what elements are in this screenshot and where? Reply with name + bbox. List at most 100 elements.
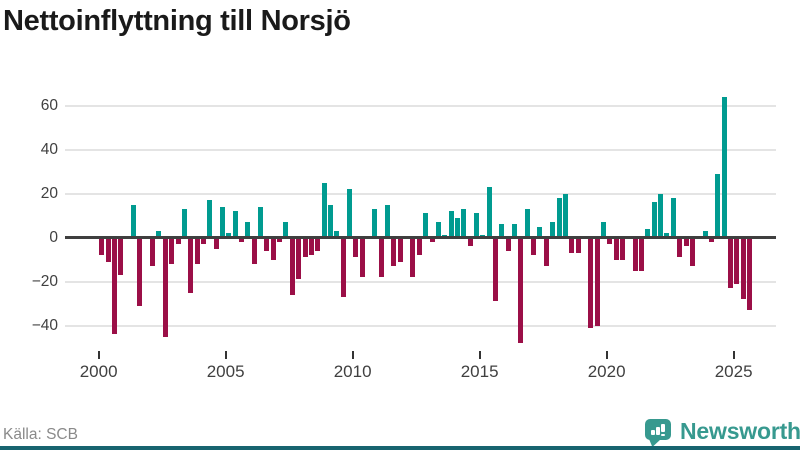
- bar-2014-q2: [461, 208, 467, 238]
- bar-2016-q1: [505, 237, 511, 251]
- bar-2020-q3: [620, 237, 625, 260]
- y-tick-label: 60: [40, 96, 58, 114]
- x-tick-2005: [224, 351, 227, 359]
- brand-name: Newsworthy: [680, 418, 800, 444]
- bar-2014-q3: [467, 237, 473, 247]
- bar-2022-q1: [658, 193, 664, 238]
- bar-2018-q3: [569, 237, 575, 253]
- bar-2023-q1: [683, 237, 689, 247]
- bar-2018-q4: [575, 237, 581, 253]
- bar-2005-q3: [239, 237, 244, 242]
- bar-2010-q2: [359, 237, 365, 278]
- bar-2019-q2: [588, 237, 594, 328]
- bar-2014-q4: [473, 213, 479, 238]
- logo-exclamation-bar: [661, 423, 665, 432]
- bar-2016-q3: [518, 237, 524, 344]
- bar-2008-q4: [321, 182, 327, 238]
- y-tick-label: 0: [49, 228, 58, 246]
- bar-2012-q2: [410, 237, 416, 278]
- bar-2005-q4: [245, 222, 251, 238]
- bar-2024-q3: [721, 96, 727, 238]
- bar-2006-q4: [270, 237, 276, 260]
- bar-2020-q1: [607, 237, 613, 245]
- bar-2023-q4: [702, 230, 708, 238]
- bar-2004-q3: [213, 237, 219, 249]
- bar-2020-q2: [613, 237, 619, 260]
- gridline-y-40: [65, 324, 776, 327]
- speech-bubble-tail: [649, 439, 661, 447]
- bar-2002-q4: [169, 237, 175, 264]
- x-tick-2015: [478, 351, 481, 359]
- x-tick-label-2010: 2010: [333, 362, 372, 381]
- bar-2010-q4: [372, 208, 378, 238]
- y-tick-label: −20: [31, 272, 58, 290]
- x-tick-2000: [97, 351, 100, 359]
- bar-2015-q3: [493, 237, 498, 302]
- bar-2001-q3: [137, 237, 143, 306]
- bar-2004-q2: [207, 200, 213, 238]
- gridline-y60: [65, 104, 776, 107]
- bar-2017-q3: [543, 237, 549, 267]
- y-tick-label: 20: [40, 184, 58, 202]
- logo-chart-bar-small: [651, 430, 655, 435]
- bar-2008-q3: [315, 237, 321, 251]
- x-tick-2020: [605, 351, 608, 359]
- bar-2007-q4: [296, 237, 302, 280]
- bar-2016-q4: [524, 208, 530, 238]
- bar-2008-q1: [302, 237, 308, 258]
- bar-2023-q2: [689, 237, 695, 267]
- bar-2025-q2: [740, 237, 746, 300]
- bar-2000-q2: [105, 237, 111, 262]
- source-caption: Källa: SCB: [3, 426, 78, 443]
- speech-bubble-icon: [645, 419, 671, 440]
- bar-2003-q4: [194, 237, 200, 264]
- bar-2021-q2: [639, 237, 645, 271]
- x-tick-label-2020: 2020: [587, 362, 626, 381]
- bar-2003-q2: [181, 208, 187, 238]
- bar-2009-q2: [334, 230, 340, 238]
- page-title: Nettoinflyttning till Norsjö: [3, 5, 351, 37]
- bar-2000-q4: [118, 237, 124, 275]
- x-tick-2025: [732, 351, 735, 359]
- bar-2015-q4: [499, 224, 505, 238]
- bar-2013-q2: [435, 222, 441, 238]
- bar-2000-q1: [99, 237, 105, 256]
- bar-2024-q1: [708, 237, 714, 242]
- bar-2009-q4: [346, 189, 352, 238]
- x-tick-label-2005: 2005: [206, 362, 245, 381]
- bar-2002-q3: [162, 237, 168, 337]
- bar-2021-q4: [651, 202, 657, 238]
- bar-2006-q3: [264, 237, 270, 251]
- y-tick-label: −40: [31, 316, 58, 334]
- bar-2019-q3: [594, 237, 600, 326]
- bar-2006-q2: [258, 206, 264, 238]
- bar-2004-q4: [219, 206, 225, 238]
- x-tick-label-2025: 2025: [714, 362, 753, 381]
- bar-2017-q2: [537, 226, 543, 238]
- logo-chart-bar-medium: [656, 427, 660, 435]
- bar-2002-q2: [156, 230, 162, 238]
- x-tick-label-2000: 2000: [79, 362, 118, 381]
- bar-2018-q2: [562, 193, 568, 238]
- bar-2021-q3: [645, 228, 651, 238]
- bar-2015-q2: [486, 186, 492, 238]
- gridline-y20: [65, 192, 776, 195]
- bar-2022-q4: [677, 237, 683, 258]
- bar-2013-q4: [448, 211, 454, 238]
- logo-exclamation-dot: [661, 433, 665, 436]
- bar-2018-q1: [556, 197, 562, 238]
- x-tick-2010: [351, 351, 354, 359]
- bar-2016-q2: [512, 224, 518, 238]
- bar-2001-q2: [131, 204, 137, 238]
- bar-2009-q1: [327, 204, 333, 238]
- bar-2005-q1: [226, 233, 232, 238]
- bar-2025-q3: [747, 237, 752, 311]
- bar-2014-q1: [454, 217, 460, 238]
- bar-2024-q4: [727, 237, 733, 289]
- bar-2008-q2: [308, 237, 314, 256]
- bar-2002-q1: [150, 237, 156, 267]
- bar-2005-q2: [232, 211, 238, 238]
- bar-2017-q4: [550, 222, 556, 238]
- bar-2007-q1: [277, 237, 283, 242]
